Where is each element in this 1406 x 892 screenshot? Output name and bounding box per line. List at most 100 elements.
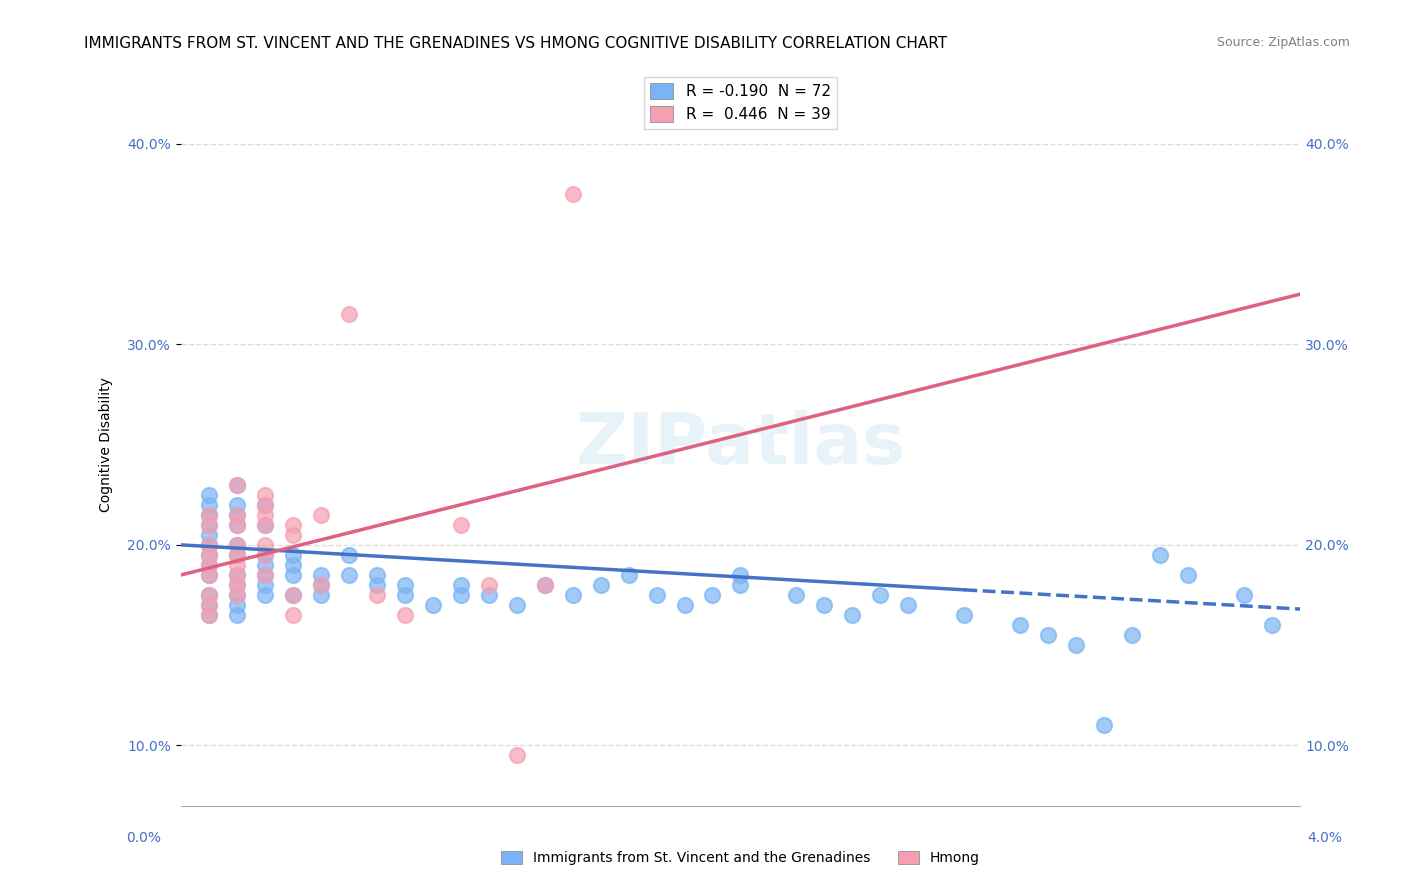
Point [225, 477, 247, 491]
Point [730, 568, 752, 582]
Point [561, 588, 583, 602]
Point [253, 488, 276, 502]
Point [730, 578, 752, 592]
Point [225, 538, 247, 552]
Point [198, 508, 221, 522]
Point [253, 498, 276, 512]
Point [198, 558, 221, 572]
Point [253, 517, 276, 532]
Point [309, 578, 332, 592]
Point [253, 558, 276, 572]
Point [422, 598, 444, 612]
Point [198, 528, 221, 542]
Point [337, 548, 360, 562]
Point [253, 568, 276, 582]
Point [225, 578, 247, 592]
Point [1064, 638, 1087, 652]
Point [450, 578, 472, 592]
Point [225, 558, 247, 572]
Point [1092, 718, 1115, 732]
Point [1233, 588, 1256, 602]
Point [225, 477, 247, 491]
Point [561, 186, 583, 201]
Point [198, 568, 221, 582]
Point [813, 598, 835, 612]
Point [198, 558, 221, 572]
Point [225, 588, 247, 602]
Point [198, 548, 221, 562]
Point [198, 508, 221, 522]
Point [198, 517, 221, 532]
Point [253, 517, 276, 532]
Point [589, 578, 612, 592]
Text: Source: ZipAtlas.com: Source: ZipAtlas.com [1216, 36, 1350, 49]
Point [198, 598, 221, 612]
Point [253, 568, 276, 582]
Point [198, 498, 221, 512]
Point [281, 608, 304, 623]
Point [394, 578, 416, 592]
Point [841, 608, 863, 623]
Point [1177, 568, 1199, 582]
Point [953, 608, 976, 623]
Point [198, 517, 221, 532]
Point [198, 608, 221, 623]
Point [478, 578, 501, 592]
Point [198, 538, 221, 552]
Point [225, 498, 247, 512]
Point [198, 598, 221, 612]
Point [617, 568, 640, 582]
Point [198, 588, 221, 602]
Point [673, 598, 696, 612]
Point [505, 748, 527, 763]
Point [645, 588, 668, 602]
Point [533, 578, 555, 592]
Text: 4.0%: 4.0% [1308, 831, 1343, 846]
Point [225, 517, 247, 532]
Point [450, 517, 472, 532]
Point [309, 578, 332, 592]
Point [1038, 628, 1060, 642]
Point [253, 508, 276, 522]
Point [1149, 548, 1171, 562]
Point [225, 578, 247, 592]
Point [225, 508, 247, 522]
Text: ZIPatlas: ZIPatlas [575, 410, 905, 479]
Point [869, 588, 891, 602]
Point [198, 538, 221, 552]
Point [253, 548, 276, 562]
Point [505, 598, 527, 612]
Point [897, 598, 920, 612]
Point [225, 598, 247, 612]
Text: IMMIGRANTS FROM ST. VINCENT AND THE GRENADINES VS HMONG COGNITIVE DISABILITY COR: IMMIGRANTS FROM ST. VINCENT AND THE GREN… [84, 36, 948, 51]
Point [1010, 618, 1032, 632]
Point [309, 508, 332, 522]
Point [225, 548, 247, 562]
Point [225, 568, 247, 582]
Point [225, 548, 247, 562]
Point [225, 517, 247, 532]
Text: 0.0%: 0.0% [127, 831, 162, 846]
Point [253, 588, 276, 602]
Point [366, 568, 388, 582]
Point [478, 588, 501, 602]
Point [253, 538, 276, 552]
Point [785, 588, 807, 602]
Point [253, 498, 276, 512]
Point [702, 588, 724, 602]
Point [366, 578, 388, 592]
Point [225, 568, 247, 582]
Point [309, 588, 332, 602]
Point [394, 608, 416, 623]
Point [225, 508, 247, 522]
Point [1261, 618, 1284, 632]
Point [198, 548, 221, 562]
Y-axis label: Cognitive Disability: Cognitive Disability [100, 377, 114, 512]
Point [198, 568, 221, 582]
Point [198, 608, 221, 623]
Point [450, 588, 472, 602]
Point [281, 517, 304, 532]
Point [1121, 628, 1143, 642]
Point [337, 568, 360, 582]
Point [198, 588, 221, 602]
